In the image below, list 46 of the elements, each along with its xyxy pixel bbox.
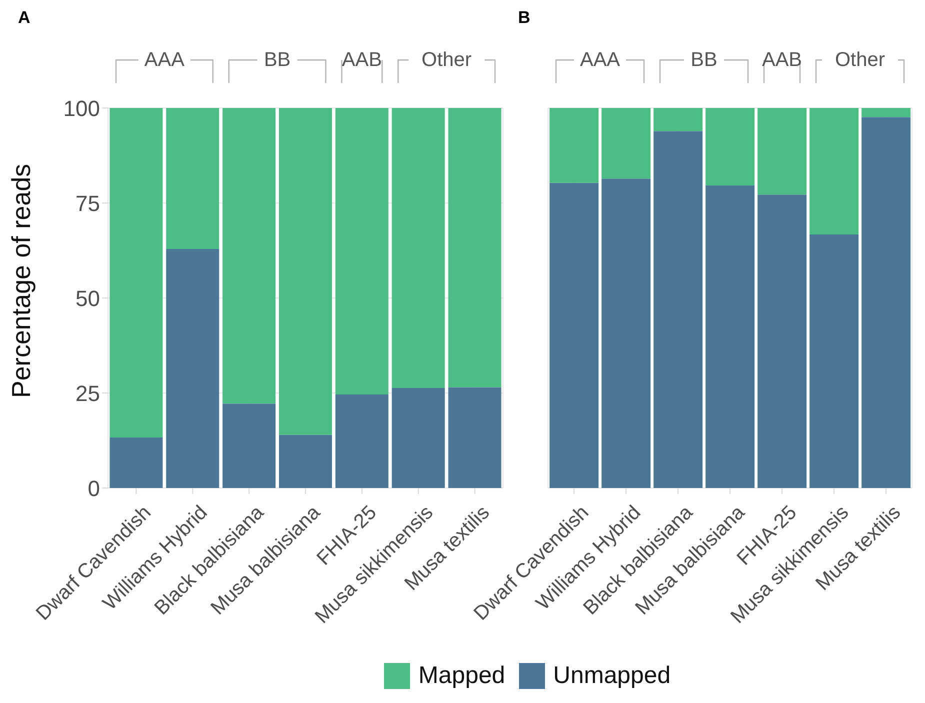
bar bbox=[278, 108, 332, 435]
bar bbox=[222, 108, 276, 404]
text: BB bbox=[690, 49, 718, 71]
bar bbox=[810, 108, 859, 235]
bar bbox=[862, 108, 911, 118]
bar bbox=[550, 108, 599, 183]
y-tick-label: 25 bbox=[76, 380, 100, 406]
bar bbox=[335, 394, 388, 488]
bar bbox=[654, 108, 703, 132]
text: AAB bbox=[762, 49, 802, 71]
text: Other bbox=[422, 49, 472, 71]
bar bbox=[758, 194, 807, 488]
y-tick-label: 50 bbox=[76, 286, 100, 311]
bar bbox=[166, 248, 220, 488]
y-tick-label: 75 bbox=[76, 190, 100, 216]
legend-label: Unmapped bbox=[553, 662, 671, 690]
bar bbox=[654, 131, 703, 488]
bar bbox=[110, 437, 163, 488]
bar bbox=[392, 388, 445, 488]
bar bbox=[335, 108, 388, 395]
text: Other bbox=[834, 49, 886, 71]
text: AAA bbox=[580, 49, 621, 71]
bar bbox=[448, 387, 502, 488]
bar bbox=[758, 108, 807, 195]
y-axis-title: Percentage of reads bbox=[6, 164, 36, 398]
bar bbox=[278, 434, 332, 488]
bar bbox=[392, 108, 445, 388]
bar bbox=[602, 108, 651, 179]
text: AAB bbox=[342, 49, 382, 71]
bar bbox=[110, 108, 163, 438]
bar bbox=[448, 108, 502, 388]
chart-title: A bbox=[18, 8, 30, 28]
chart-title: B bbox=[518, 8, 530, 28]
legend-label: Mapped bbox=[418, 662, 506, 690]
bar bbox=[862, 117, 911, 488]
y-tick-label: 0 bbox=[88, 476, 100, 501]
bar bbox=[550, 182, 599, 488]
bar bbox=[222, 404, 276, 488]
bar bbox=[810, 234, 859, 488]
y-tick-label: 100 bbox=[63, 96, 100, 121]
text: AAA bbox=[144, 49, 186, 71]
bar bbox=[166, 108, 220, 249]
text: BB bbox=[264, 49, 291, 71]
bar bbox=[706, 108, 755, 186]
bar bbox=[602, 178, 651, 488]
bar bbox=[706, 186, 755, 488]
